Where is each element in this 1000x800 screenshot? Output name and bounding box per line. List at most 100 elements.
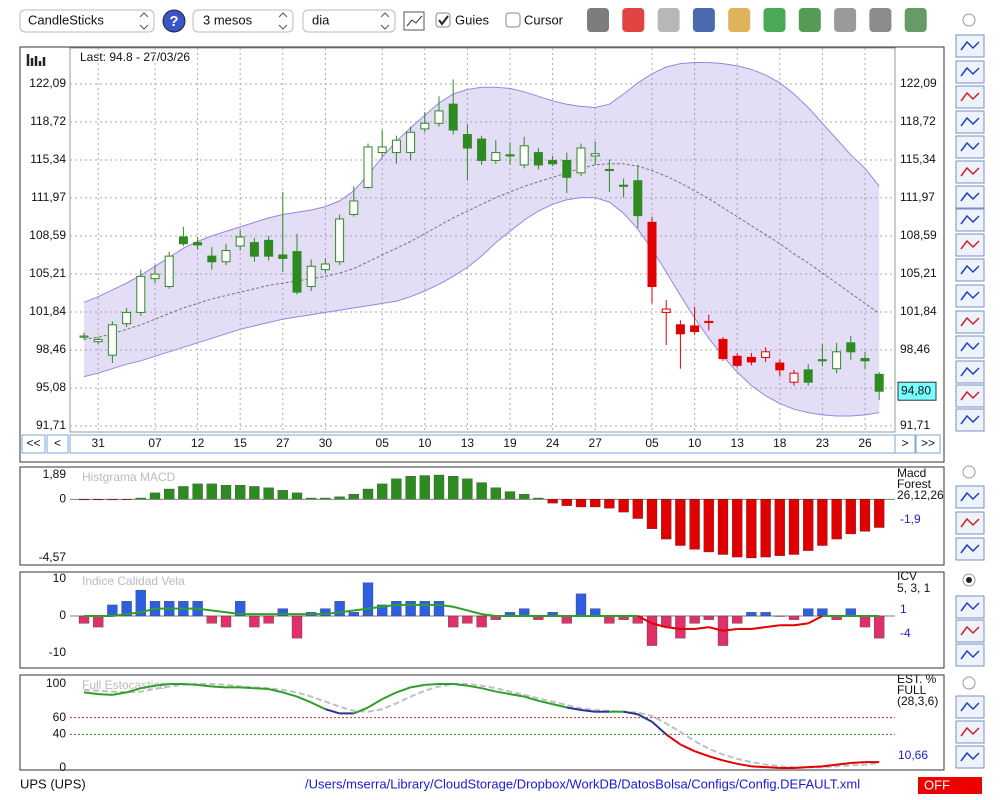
y-tick-label: 111,97 bbox=[31, 190, 66, 204]
candle-body bbox=[548, 159, 558, 165]
stoch-k-segment bbox=[722, 759, 738, 765]
y-tick-label: 122,09 bbox=[29, 76, 66, 90]
toolbar-icon[interactable] bbox=[692, 8, 715, 32]
stoch-k-segment bbox=[268, 688, 284, 694]
bar bbox=[646, 499, 658, 529]
candle-body bbox=[817, 359, 827, 362]
toolbar-icon[interactable] bbox=[798, 8, 821, 32]
last-value: 94,80 bbox=[901, 383, 931, 397]
bar bbox=[192, 483, 203, 500]
bar bbox=[575, 499, 587, 508]
bar bbox=[377, 604, 388, 617]
bar bbox=[788, 499, 800, 555]
nav-button[interactable] bbox=[915, 434, 941, 454]
bar bbox=[263, 487, 274, 500]
chart-type-value: CandleSticks bbox=[28, 12, 104, 27]
radio[interactable] bbox=[962, 13, 976, 27]
bar bbox=[817, 608, 828, 617]
stoch-k-segment bbox=[580, 709, 596, 713]
tool-glyph bbox=[960, 214, 980, 225]
icv-line-segment bbox=[694, 626, 709, 630]
candle-body bbox=[647, 221, 657, 288]
bar bbox=[604, 499, 615, 509]
bar bbox=[78, 615, 90, 624]
icv-line-segment bbox=[722, 627, 738, 632]
toolbar-icon[interactable] bbox=[657, 8, 680, 32]
candle-body bbox=[803, 369, 813, 383]
panel-label: EST. % bbox=[897, 672, 937, 686]
y-tick-label-right: 98,46 bbox=[900, 342, 930, 356]
stoch-k-segment bbox=[538, 699, 553, 706]
tool-glyph bbox=[960, 290, 980, 301]
nav-button[interactable] bbox=[21, 434, 46, 454]
toolbar-icon[interactable] bbox=[587, 8, 609, 32]
bar bbox=[291, 492, 303, 500]
guides-checkbox[interactable] bbox=[435, 12, 451, 28]
icv-line-segment bbox=[751, 626, 766, 630]
candle-body bbox=[690, 325, 700, 333]
cursor-checkbox[interactable] bbox=[505, 12, 521, 28]
bar bbox=[362, 488, 374, 500]
nav-button[interactable] bbox=[46, 434, 69, 454]
bar bbox=[78, 499, 90, 501]
x-tick-label: 26 bbox=[858, 436, 872, 450]
candle-body bbox=[633, 180, 643, 217]
x-tick-label: 10 bbox=[688, 436, 702, 450]
bar bbox=[632, 499, 643, 519]
stoch-k-segment bbox=[240, 686, 255, 690]
help-button[interactable] bbox=[162, 9, 186, 33]
tool-glyph bbox=[960, 701, 980, 712]
status-box[interactable] bbox=[918, 777, 982, 794]
y-tick-label-right: 105,21 bbox=[900, 266, 937, 280]
candle-body bbox=[761, 351, 771, 358]
bar bbox=[263, 615, 274, 624]
bar bbox=[462, 615, 473, 624]
y-tick-label: -10 bbox=[49, 645, 67, 659]
candle-body bbox=[519, 145, 529, 166]
bar bbox=[732, 499, 743, 558]
candle-body bbox=[832, 351, 842, 370]
candle-body bbox=[462, 134, 472, 149]
stoch-k-segment bbox=[296, 695, 312, 704]
tool-glyph bbox=[960, 66, 980, 77]
tool-glyph bbox=[960, 649, 980, 660]
y-tick-label: 1,89 bbox=[43, 467, 67, 481]
candle-body bbox=[264, 239, 274, 257]
candle-body bbox=[377, 146, 387, 154]
bar bbox=[774, 615, 785, 617]
nav-button[interactable] bbox=[894, 434, 916, 454]
toolbar-icon[interactable] bbox=[763, 8, 786, 32]
chart-type-select[interactable] bbox=[19, 9, 155, 33]
x-tick-label: 23 bbox=[816, 436, 830, 450]
y-tick-label: 118,72 bbox=[30, 114, 66, 128]
toolbar-icon[interactable] bbox=[728, 8, 751, 32]
bar bbox=[348, 612, 359, 617]
toolbar-icon[interactable] bbox=[834, 8, 857, 32]
stoch-k-segment bbox=[637, 713, 653, 723]
y-tick-label: 105,21 bbox=[29, 266, 66, 280]
candle-body bbox=[363, 146, 373, 188]
icv-line-segment bbox=[211, 609, 227, 614]
x-tick-label: 15 bbox=[234, 436, 248, 450]
radio[interactable] bbox=[962, 676, 976, 690]
bar bbox=[604, 615, 615, 624]
candle-body bbox=[746, 356, 756, 363]
config-path[interactable]: /Users/mserra/Library/CloudStorage/Dropb… bbox=[305, 776, 860, 791]
radio[interactable] bbox=[962, 465, 976, 479]
interval-select[interactable] bbox=[302, 9, 396, 33]
bar bbox=[178, 486, 189, 500]
candle-body bbox=[661, 308, 671, 313]
x-tick-label: 13 bbox=[731, 436, 745, 450]
toolbar-icon[interactable] bbox=[622, 8, 645, 32]
period-select[interactable] bbox=[192, 9, 294, 33]
bar bbox=[859, 615, 871, 628]
status: OFF bbox=[924, 777, 950, 792]
bar bbox=[249, 486, 260, 500]
tool-glyph bbox=[960, 91, 980, 102]
tool-glyph bbox=[960, 116, 980, 127]
bar bbox=[93, 499, 104, 501]
icv-line-segment bbox=[367, 605, 383, 610]
toolbar-icon[interactable] bbox=[904, 8, 927, 32]
candle-body bbox=[576, 147, 586, 174]
toolbar-icon[interactable] bbox=[869, 8, 892, 32]
